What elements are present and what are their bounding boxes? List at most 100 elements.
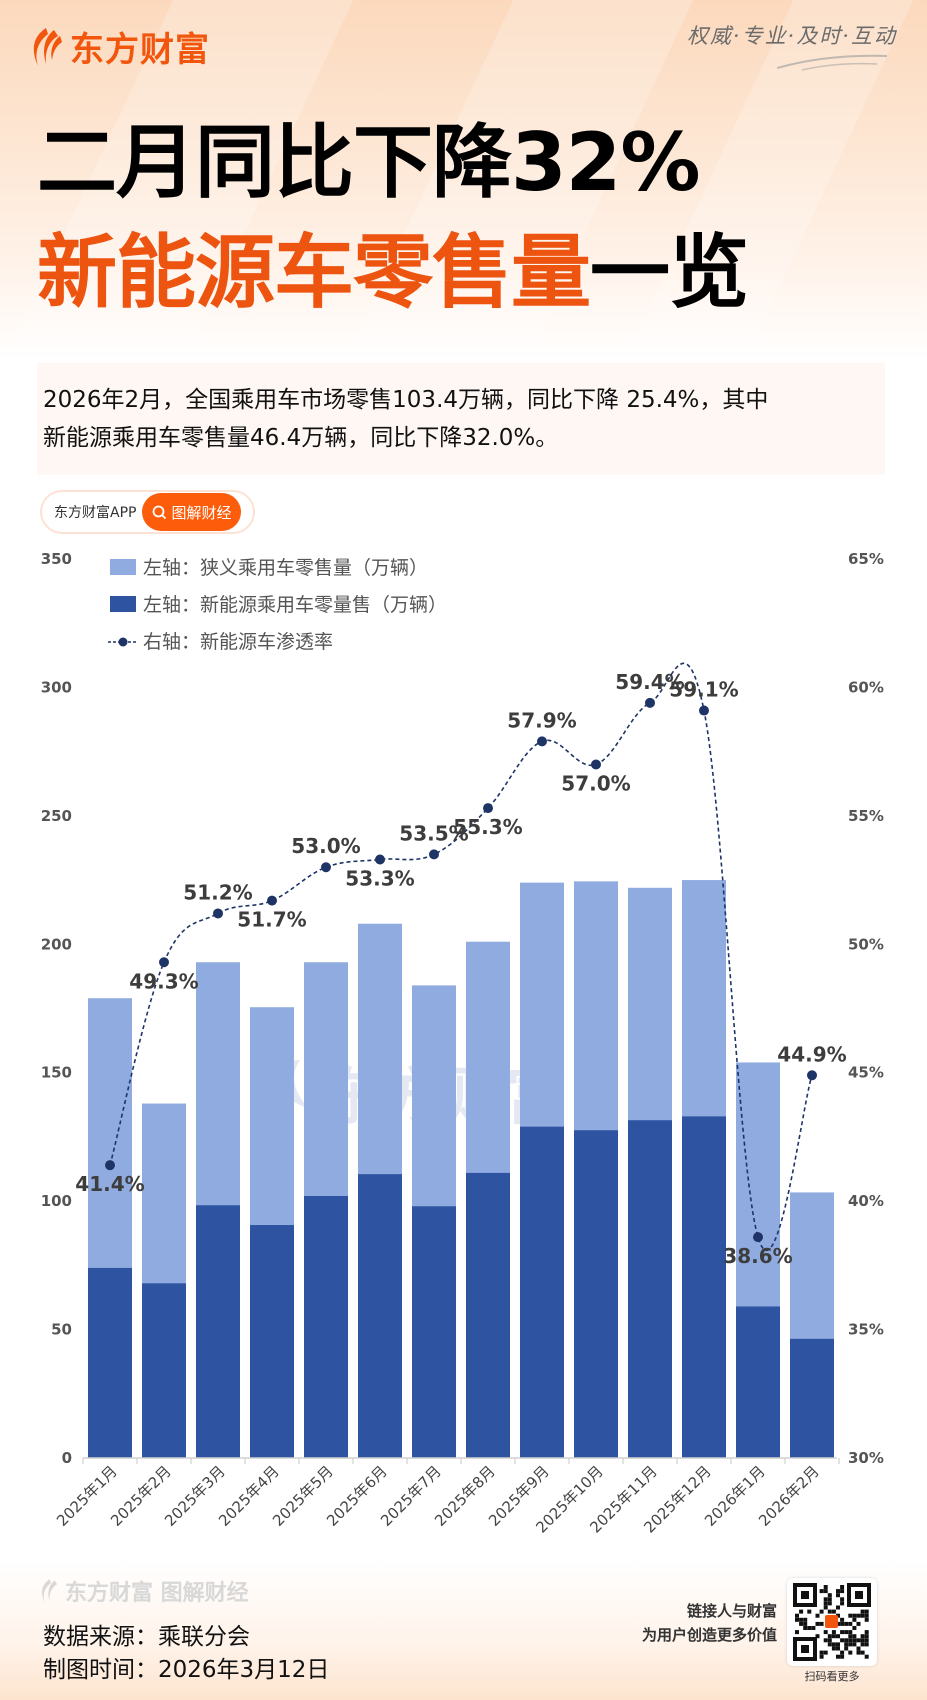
qr-module (840, 1589, 845, 1594)
qr-module (827, 1638, 832, 1643)
qr-module (836, 1613, 840, 1618)
qr-module (840, 1617, 845, 1622)
rate-data-label: 53.0% (291, 834, 360, 858)
summary-line2: 新能源乘用车零售量46.4万辆，同比下降32.0%。 (43, 425, 559, 451)
qr-module (823, 1597, 828, 1602)
qr-module (836, 1646, 840, 1651)
qr-module (860, 1650, 865, 1655)
qr-module (856, 1638, 861, 1643)
left-axis-tick: 100 (41, 1192, 72, 1210)
header-background (0, 0, 927, 360)
legend-label-rate: 右轴：新能源车渗透率 (143, 631, 333, 653)
qr-module (823, 1601, 828, 1606)
qr-caption: 扫码看更多 (804, 1670, 860, 1683)
page-title-line2: 新能源车零售量一览 (37, 228, 749, 318)
qr-module (848, 1613, 853, 1618)
qr-module (848, 1642, 853, 1647)
qr-module (840, 1601, 845, 1606)
qr-module (856, 1621, 861, 1626)
qr-module (840, 1654, 845, 1659)
bar-nev-retail (250, 1225, 294, 1458)
footer-background (0, 1560, 927, 1700)
rate-data-label: 51.2% (183, 880, 252, 904)
bar-nev-retail (466, 1172, 510, 1458)
qr-module (860, 1642, 865, 1647)
app-search-pill[interactable]: 东方财富APP 图解财经 (40, 490, 255, 534)
qr-module (840, 1638, 845, 1643)
qr-module (848, 1638, 853, 1643)
qr-module (836, 1589, 840, 1594)
rate-point (699, 705, 709, 716)
qr-module (831, 1634, 836, 1639)
qr-module (827, 1642, 832, 1647)
rate-data-label: 59.4% (615, 670, 684, 694)
right-axis-tick: 35% (848, 1321, 884, 1339)
qr-module (864, 1609, 869, 1614)
rate-point (213, 908, 223, 919)
qr-module (860, 1613, 865, 1618)
rate-data-label: 53.3% (345, 867, 414, 891)
legend-label-total: 左轴：狭义乘用车零售量（万辆） (143, 557, 428, 579)
qr-module (844, 1646, 849, 1651)
qr-module (836, 1642, 840, 1647)
brand-logo: 东方财富 (26, 22, 210, 71)
qr-module (864, 1638, 869, 1643)
bar-nev-retail (790, 1338, 834, 1458)
qr-module (831, 1609, 836, 1614)
bar-nev-retail (142, 1283, 186, 1458)
qr-module (860, 1634, 865, 1639)
qr-module (807, 1609, 812, 1614)
legend: 左轴：狭义乘用车零售量（万辆） 左轴：新能源乘用车零量售（万辆） 右轴：新能源车… (108, 557, 447, 653)
rate-data-label: 57.9% (507, 708, 576, 732)
qr-module (827, 1597, 832, 1602)
qr-module (811, 1626, 816, 1630)
rate-data-label: 41.4% (75, 1172, 144, 1196)
qr-module (856, 1646, 861, 1651)
right-axis-tick: 45% (848, 1064, 884, 1082)
right-axis-tick: 55% (848, 807, 884, 825)
qr-module (831, 1642, 836, 1647)
qr-module (827, 1593, 832, 1598)
summary-line1: 2026年2月，全国乘用车市场零售103.4万辆，同比下降 25.4%，其中 (43, 387, 769, 413)
rate-point (645, 697, 655, 708)
chart-date: 制图时间：2026年3月12日 (43, 1657, 330, 1683)
left-axis-tick: 350 (41, 550, 72, 568)
rate-data-label: 38.6% (723, 1244, 792, 1268)
left-axis-tick: 300 (41, 678, 72, 696)
brand-name: 东方财富 (70, 30, 210, 70)
bar-nev-retail (682, 1116, 726, 1458)
footer-brand-text: 东方财富 图解财经 (65, 1581, 249, 1606)
qr-module (852, 1613, 857, 1618)
qr-module (823, 1638, 828, 1643)
penetration-rate-line (109, 662, 813, 1251)
qr-module (823, 1605, 828, 1610)
left-axis-tick: 0 (62, 1449, 72, 1467)
qr-module (864, 1630, 869, 1635)
qr-module (864, 1634, 869, 1639)
rate-point (429, 849, 439, 860)
qr-module (819, 1650, 824, 1655)
bar-nev-retail (304, 1196, 348, 1458)
rate-data-label: 49.3% (129, 969, 198, 993)
left-axis-tick: 200 (41, 935, 72, 953)
qr-code[interactable] (787, 1578, 877, 1666)
qr-module (864, 1654, 869, 1659)
qr-module (852, 1638, 857, 1643)
rate-data-label: 44.9% (777, 1042, 846, 1066)
right-axis-tick: 65% (848, 550, 884, 568)
app-label: 东方财富APP (54, 505, 137, 521)
left-axis-tick: 50 (51, 1321, 72, 1339)
rate-point (483, 803, 493, 814)
legend-swatch-total (110, 559, 136, 575)
qr-module (864, 1617, 869, 1622)
rate-point (321, 862, 331, 873)
legend-dot-rate (118, 637, 128, 647)
search-button[interactable]: 图解财经 (142, 493, 242, 531)
qr-module (815, 1613, 820, 1618)
qr-module (823, 1585, 828, 1589)
qr-module (827, 1634, 832, 1639)
rate-point (105, 1160, 115, 1171)
qr-module (815, 1621, 820, 1626)
qr-module (852, 1642, 857, 1647)
qr-module (823, 1630, 828, 1635)
